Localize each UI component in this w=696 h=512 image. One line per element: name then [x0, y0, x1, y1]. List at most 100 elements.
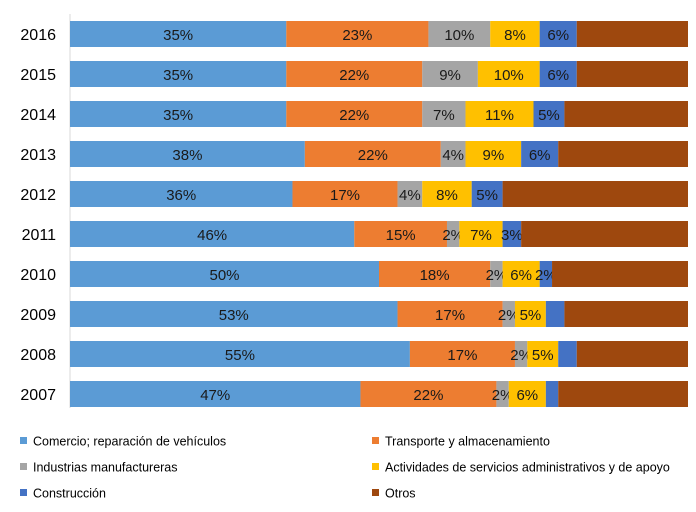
data-label-2012-series-4: 5%: [476, 187, 498, 204]
data-label-2013-series-3: 9%: [482, 147, 504, 164]
bar-segment-2014-series-5: [564, 101, 688, 127]
legend-swatch-series-3: [372, 463, 379, 470]
bar-segment-2010-series-4: [539, 261, 553, 287]
bar-segment-2010-series-2: [490, 261, 503, 287]
data-label-2011-series-2: 2%: [442, 227, 464, 244]
bar-segment-2016-series-2: [428, 21, 491, 47]
category-label-2009: 2009: [20, 307, 56, 324]
legend-label-series-2: Industrias manufactureras: [33, 461, 178, 475]
bar-segment-2009-series-3: [514, 301, 546, 327]
bar-segment-2016-series-1: [286, 21, 429, 47]
bar-segment-2009-series-1: [397, 301, 503, 327]
data-label-2016-series-1: 23%: [342, 27, 372, 44]
bar-segment-2008-series-5: [576, 341, 688, 367]
data-label-2012-series-2: 4%: [399, 187, 421, 204]
data-label-2015-series-1: 22%: [339, 67, 369, 84]
data-label-2012-series-0: 36%: [166, 187, 196, 204]
category-label-2010: 2010: [20, 267, 56, 284]
data-label-2009-series-3: 5%: [520, 307, 542, 324]
bar-segment-2008-series-0: [70, 341, 410, 367]
category-label-2014: 2014: [20, 107, 56, 124]
data-label-2007-series-1: 22%: [413, 387, 443, 404]
bar-segment-2015-series-1: [286, 61, 423, 87]
bar-segment-2014-series-1: [286, 101, 423, 127]
bar-segment-2014-series-2: [422, 101, 466, 127]
bar-segment-2014-series-3: [465, 101, 534, 127]
data-label-2013-series-4: 6%: [529, 147, 551, 164]
bar-segment-2015-series-5: [576, 61, 688, 87]
bar-segment-2009-series-0: [70, 301, 398, 327]
bar-segment-2011-series-2: [446, 221, 460, 247]
bar-segment-2007-series-3: [508, 381, 546, 407]
data-label-2013-series-1: 22%: [358, 147, 388, 164]
data-label-2015-series-4: 6%: [547, 67, 569, 84]
data-label-2014-series-0: 35%: [163, 107, 193, 124]
legend: Comercio; reparación de vehículos Transpo…: [20, 435, 670, 501]
bar-segment-2015-series-0: [70, 61, 287, 87]
legend-label-series-5: Otros: [385, 487, 416, 501]
bar-segment-2013-series-1: [304, 141, 441, 167]
data-label-2015-series-2: 9%: [439, 67, 461, 84]
bar-segment-2007-series-5: [558, 381, 688, 407]
bar-segment-2011-series-4: [502, 221, 522, 247]
bar-segment-2016-series-0: [70, 21, 287, 47]
data-label-2016-series-2: 10%: [444, 27, 474, 44]
data-label-2009-series-2: 2%: [498, 307, 520, 324]
bar-segment-2008-series-2: [514, 341, 528, 367]
bar-segment-2010-series-3: [502, 261, 540, 287]
bar-segment-2011-series-0: [70, 221, 355, 247]
data-label-2008-series-3: 5%: [532, 347, 554, 364]
data-label-2009-series-0: 53%: [219, 307, 249, 324]
data-label-2012-series-3: 8%: [436, 187, 458, 204]
bar-segment-2007-series-4: [545, 381, 559, 407]
legend-swatch-series-4: [20, 489, 27, 496]
bar-segment-2013-series-4: [521, 141, 559, 167]
data-label-2009-series-1: 17%: [435, 307, 465, 324]
data-label-2014-series-4: 5%: [538, 107, 560, 124]
legend-label-series-3: Actividades de servicios administrativos…: [385, 461, 670, 475]
bar-segment-2016-series-5: [576, 21, 688, 47]
bar-segment-2011-series-3: [459, 221, 503, 247]
bar-segment-2012-series-0: [70, 181, 293, 207]
data-label-2013-series-2: 4%: [442, 147, 464, 164]
category-label-2016: 2016: [20, 27, 56, 44]
data-label-2011-series-1: 15%: [386, 227, 416, 244]
data-label-2016-series-4: 6%: [547, 27, 569, 44]
category-label-2015: 2015: [20, 67, 56, 84]
legend-swatch-series-2: [20, 463, 27, 470]
data-label-2010-series-1: 18%: [420, 267, 450, 284]
plot-area: 2016 35% 23% 10% 8% 6% 2015 35% 22% 9% 10% 6% 2014 35…: [20, 14, 688, 408]
data-label-2011-series-3: 7%: [470, 227, 492, 244]
bar-segment-2012-series-5: [502, 181, 688, 207]
bar-segment-2013-series-2: [440, 141, 466, 167]
bar-segment-2009-series-4: [545, 301, 565, 327]
bar-segment-2015-series-3: [477, 61, 540, 87]
bar-segment-2014-series-0: [70, 101, 287, 127]
bar-segment-2009-series-5: [564, 301, 688, 327]
category-label-2012: 2012: [20, 187, 56, 204]
bar-segment-2010-series-1: [379, 261, 491, 287]
bar-segment-2009-series-2: [502, 301, 515, 327]
data-label-2014-series-3: 11%: [485, 107, 514, 124]
data-label-2010-series-4: 2%: [535, 267, 557, 284]
bar-segment-2010-series-5: [552, 261, 688, 287]
data-label-2007-series-3: 6%: [516, 387, 538, 404]
bar-segment-2012-series-1: [292, 181, 398, 207]
data-label-2015-series-3: 10%: [494, 67, 524, 84]
data-label-2008-series-1: 17%: [447, 347, 477, 364]
bar-segment-2014-series-4: [533, 101, 565, 127]
bar-segment-2012-series-4: [471, 181, 503, 207]
data-label-2010-series-0: 50%: [209, 267, 239, 284]
legend-swatch-series-1: [372, 437, 379, 444]
bar-segment-2008-series-4: [558, 341, 577, 367]
bar-segment-2007-series-0: [70, 381, 361, 407]
bar-segment-2013-series-5: [558, 141, 688, 167]
data-label-2011-series-4: 3%: [501, 227, 523, 244]
bar-segment-2008-series-1: [409, 341, 515, 367]
data-label-2008-series-0: 55%: [225, 347, 255, 364]
data-label-2007-series-0: 47%: [200, 387, 230, 404]
data-label-2014-series-2: 7%: [433, 107, 455, 124]
category-label-2011: 2011: [22, 227, 57, 244]
legend-swatch-series-5: [372, 489, 379, 496]
